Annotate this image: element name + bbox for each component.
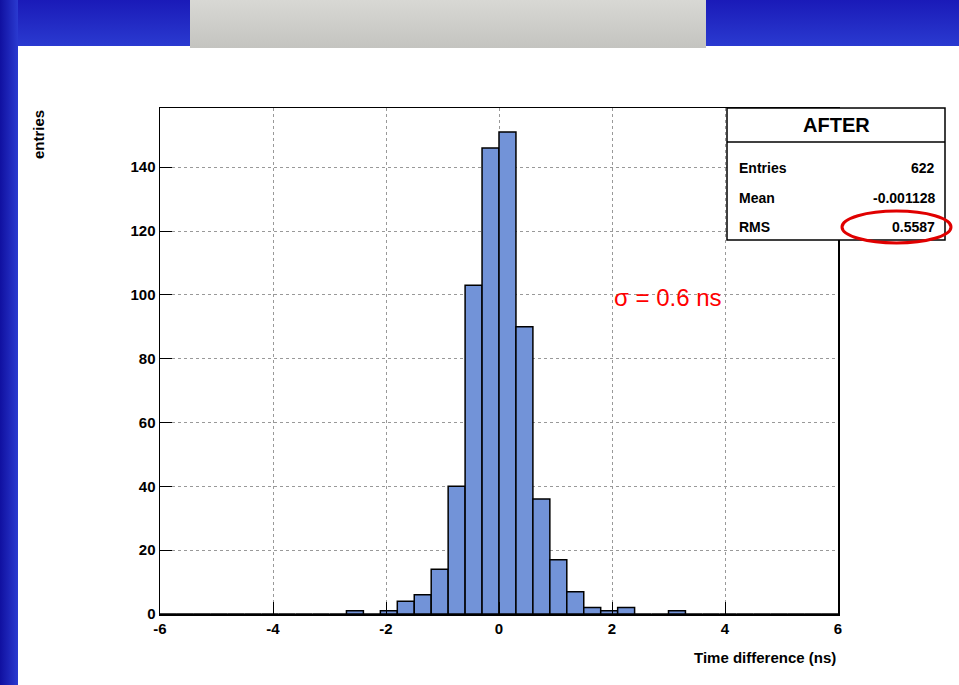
svg-text:0: 0 — [147, 605, 155, 622]
svg-text:120: 120 — [130, 222, 155, 239]
svg-text:4: 4 — [721, 620, 730, 637]
svg-text:6: 6 — [834, 620, 842, 637]
svg-text:-0.001128: -0.001128 — [873, 190, 935, 206]
svg-text:140: 140 — [130, 158, 155, 175]
svg-text:60: 60 — [139, 414, 156, 431]
svg-text:0.5587: 0.5587 — [892, 219, 935, 235]
svg-text:Mean: Mean — [739, 190, 775, 206]
svg-text:40: 40 — [139, 478, 156, 495]
svg-text:2: 2 — [608, 620, 616, 637]
svg-text:0: 0 — [495, 620, 503, 637]
svg-text:80: 80 — [139, 350, 156, 367]
svg-text:σ = 0.6 ns: σ = 0.6 ns — [614, 284, 722, 311]
svg-text:-2: -2 — [379, 620, 392, 637]
svg-text:Time difference (ns): Time difference (ns) — [694, 649, 836, 666]
svg-text:-4: -4 — [266, 620, 280, 637]
svg-text:20: 20 — [139, 541, 156, 558]
svg-text:Entries: Entries — [739, 160, 787, 176]
svg-text:entries: entries — [30, 110, 47, 159]
svg-text:RMS: RMS — [739, 219, 770, 235]
svg-text:AFTER: AFTER — [803, 114, 870, 136]
svg-text:622: 622 — [911, 160, 935, 176]
svg-text:-6: -6 — [153, 620, 166, 637]
svg-text:100: 100 — [130, 286, 155, 303]
